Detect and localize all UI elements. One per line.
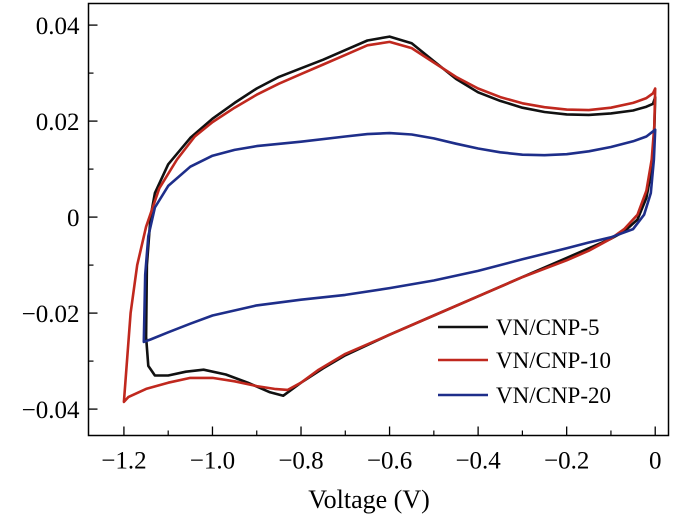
x-tick-label: −0.4 [455, 448, 501, 475]
series-layer [122, 35, 657, 404]
plot-frame [87, 2, 670, 437]
y-tick-label: 0 [67, 205, 80, 232]
x-tick-label: −1.0 [190, 448, 235, 475]
x-tick-label: −0.2 [544, 448, 589, 475]
series-line-2 [122, 40, 657, 404]
y-tick-label: −0.04 [22, 397, 80, 424]
x-tick-label: −1.2 [101, 448, 146, 475]
x-tick-label: −0.6 [367, 448, 412, 475]
legend-label-1: VN/CNP-5 [496, 315, 600, 340]
legend-label-2: VN/CNP-10 [496, 348, 611, 373]
legend-label-3: VN/CNP-20 [496, 383, 611, 408]
series-line-1 [144, 35, 657, 397]
y-axis: 0.04 0.02 0 −0.02 −0.04 [22, 13, 98, 424]
x-axis: −1.2 −1.0 −0.8 −0.6 −0.4 −0.2 0 [101, 426, 662, 475]
y-tick-label: 0.04 [36, 13, 80, 40]
series-line-3 [142, 128, 657, 344]
legend: VN/CNP-5 VN/CNP-10 VN/CNP-20 [438, 315, 611, 408]
x-tick-label: 0 [649, 448, 662, 475]
x-tick-label: −0.8 [278, 448, 323, 475]
y-tick-label: 0.02 [36, 109, 80, 136]
y-tick-label: −0.02 [22, 301, 80, 328]
x-axis-title: Voltage (V) [308, 485, 430, 514]
